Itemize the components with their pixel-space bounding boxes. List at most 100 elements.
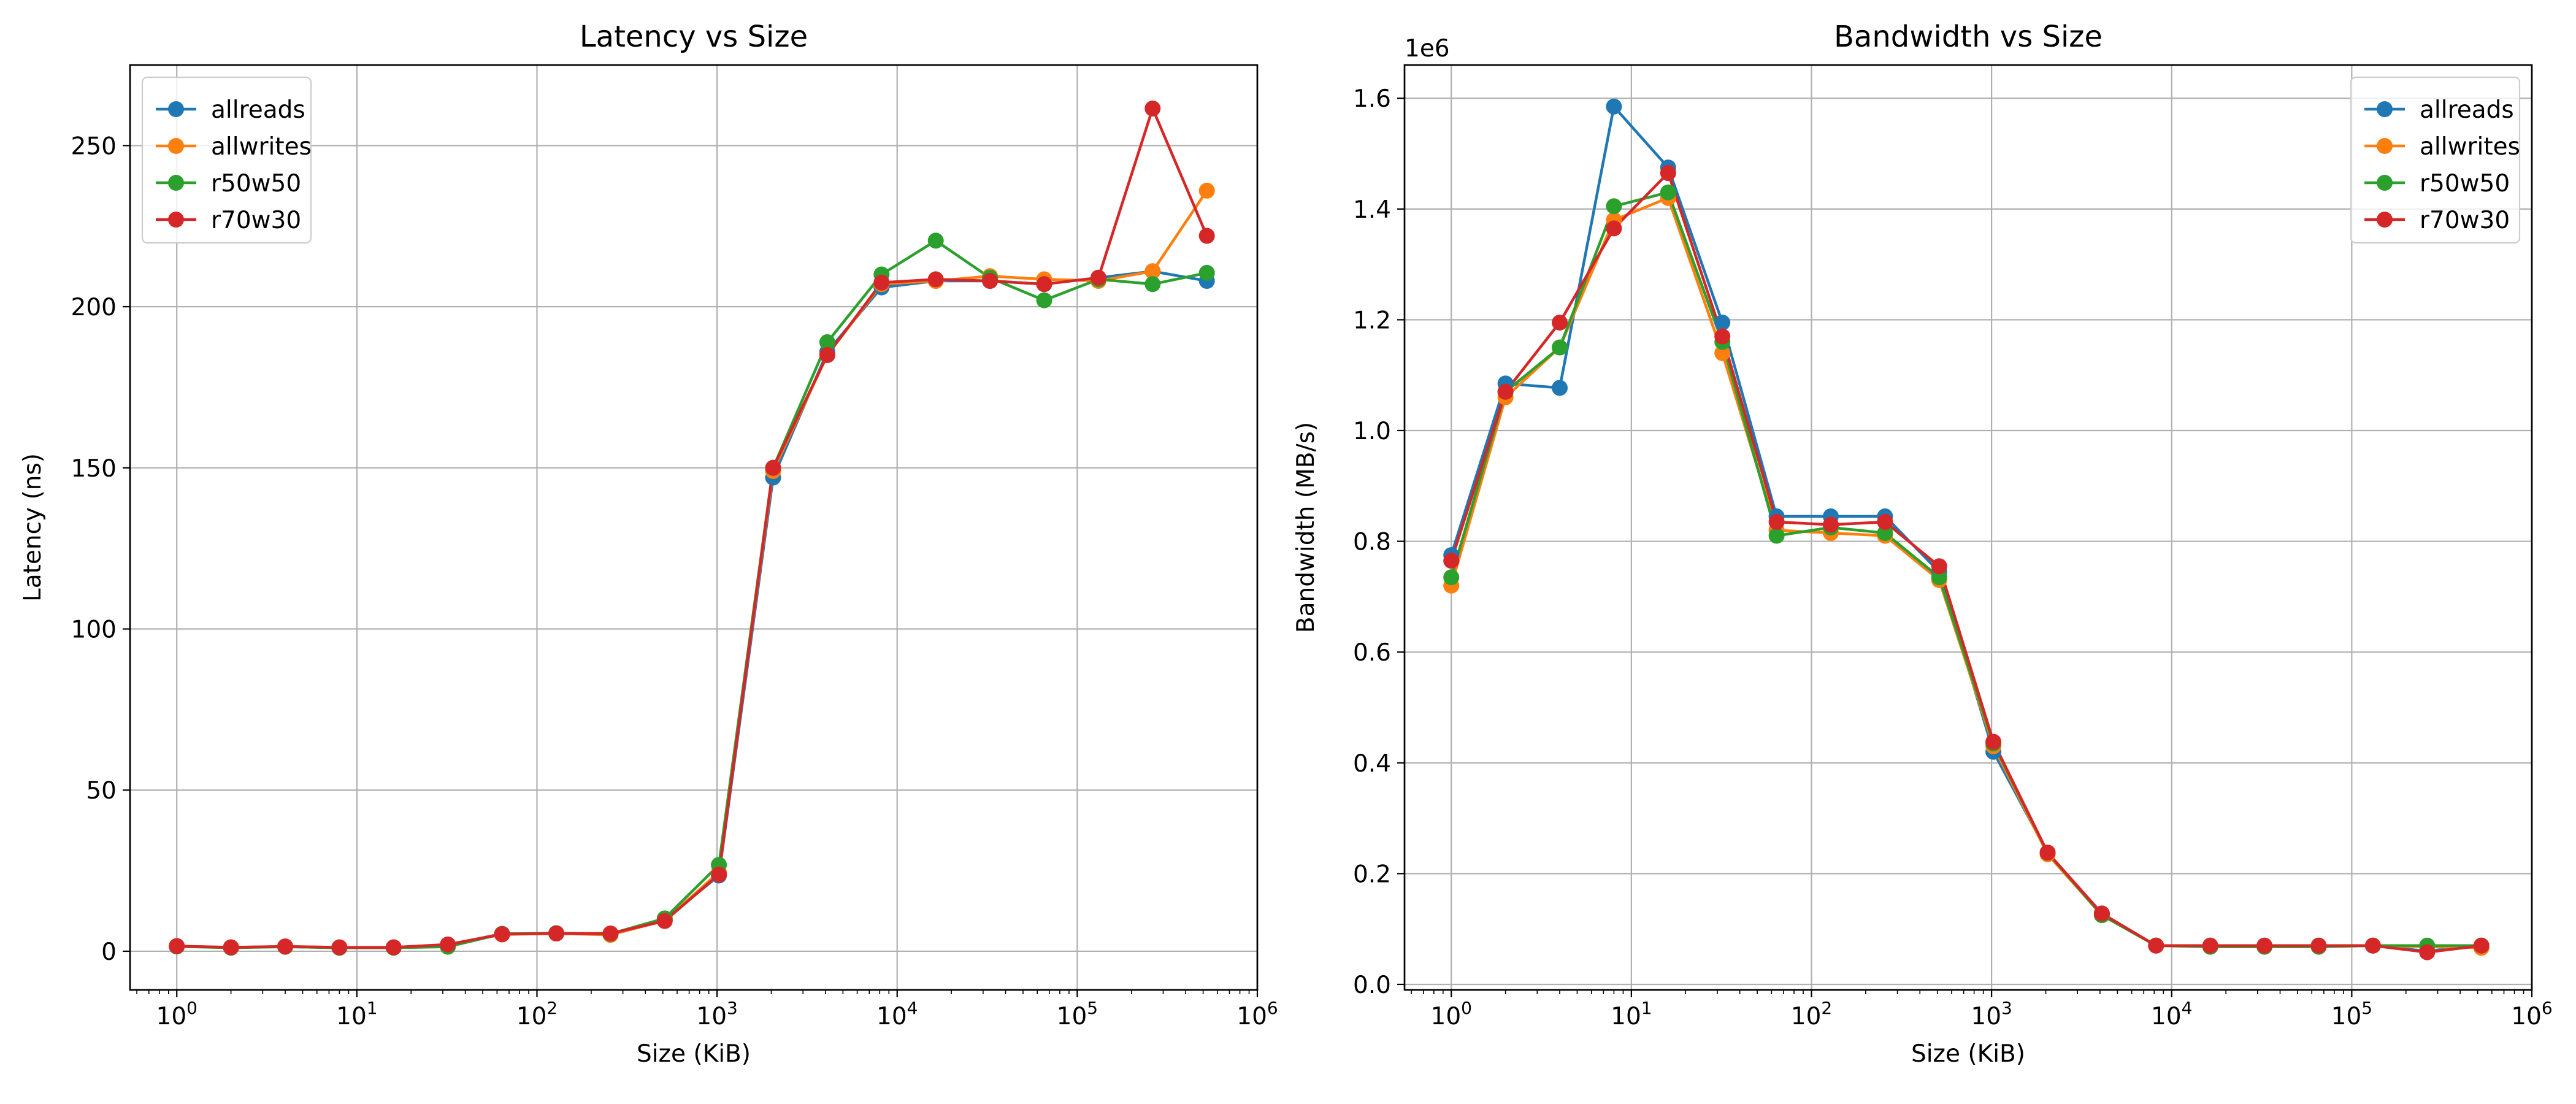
data-point-r70w30 [819, 347, 835, 363]
y-tick-label: 0.0 [1353, 972, 1391, 999]
data-point-r70w30 [1144, 100, 1161, 117]
data-point-r70w30 [1552, 314, 1568, 331]
data-point-r70w30 [1877, 514, 1893, 530]
data-point-r70w30 [873, 274, 890, 291]
data-point-r70w30 [548, 926, 564, 941]
data-point-r70w30 [1443, 553, 1460, 569]
data-point-r50w50 [1443, 569, 1460, 586]
data-point-r70w30 [1198, 228, 1215, 244]
data-point-r70w30 [982, 273, 999, 289]
bandwidth-plot-frame [1403, 64, 2533, 991]
y-tick-label: 1.0 [1353, 418, 1391, 445]
y-tick-label: 50 [86, 777, 117, 805]
legend-marker-allwrites [168, 138, 184, 154]
y-tick-label: 200 [71, 294, 117, 321]
y-tick-label: 1.2 [1353, 307, 1391, 334]
data-point-allreads [1606, 98, 1622, 115]
data-point-r70w30 [277, 938, 293, 955]
data-point-r70w30 [169, 938, 185, 954]
legend-label-r70w30: r70w30 [211, 207, 301, 234]
data-point-r70w30 [331, 939, 348, 956]
data-point-r70w30 [1768, 514, 1785, 530]
latency-series-points [169, 100, 1215, 956]
latency-grid [130, 65, 1259, 990]
latency-y-ticks: 0 50 100 150 200 250 [71, 132, 130, 966]
bandwidth-series-points [1443, 98, 2490, 960]
x-tick-label: 100 [156, 998, 197, 1030]
data-point-r70w30 [2039, 845, 2056, 861]
data-point-r50w50 [1144, 276, 1161, 293]
data-point-r70w30 [927, 271, 944, 288]
latency-series-lines [177, 107, 1208, 949]
y-tick-label: 150 [71, 455, 117, 483]
data-point-r50w50 [1198, 264, 1215, 281]
data-point-allwrites [1144, 263, 1161, 280]
series-line-r70w30 [1450, 171, 2482, 954]
data-point-r50w50 [1606, 198, 1622, 215]
data-point-r70w30 [440, 936, 456, 953]
latency-x-axis-label: Size (KiB) [637, 1040, 751, 1068]
data-point-r70w30 [1823, 516, 1839, 533]
bandwidth-chart-title: Bandwidth vs Size [1834, 20, 2103, 54]
data-point-r70w30 [2310, 937, 2327, 954]
data-point-r50w50 [927, 232, 944, 249]
y-tick-label: 0.2 [1353, 861, 1391, 888]
data-point-r50w50 [819, 334, 835, 350]
data-point-r70w30 [711, 866, 727, 883]
y-tick-label: 1.6 [1353, 85, 1391, 113]
latency-x-ticks: 100 101 102 103 104 105 106 [136, 990, 1278, 1030]
data-point-r70w30 [1606, 220, 1622, 237]
data-point-r70w30 [2364, 937, 2381, 954]
legend-box [141, 76, 312, 244]
data-point-r70w30 [1497, 383, 1514, 400]
legend-label-r50w50: r50w50 [2420, 170, 2510, 197]
bandwidth-chart: 100 101 102 103 104 105 106 0.00.20.40.60.81.0… [1292, 20, 2553, 1068]
y-tick-label: 1.4 [1353, 196, 1391, 224]
data-point-r50w50 [1931, 569, 1947, 586]
data-point-r70w30 [2473, 937, 2490, 954]
latency-chart-title: Latency vs Size [580, 20, 808, 54]
legend-marker-allreads [2377, 101, 2393, 117]
data-point-allwrites [1714, 345, 1731, 361]
bandwidth-grid [1405, 65, 2533, 990]
data-point-r70w30 [2256, 937, 2273, 954]
data-point-r50w50 [1036, 292, 1052, 309]
data-point-r70w30 [2202, 937, 2218, 954]
y-tick-label: 100 [71, 616, 117, 644]
data-point-allreads [1714, 314, 1731, 331]
y-tick-label: 250 [71, 132, 117, 160]
series-line-r70w30 [177, 107, 1208, 949]
latency-plot-frame [129, 64, 1259, 991]
data-point-r70w30 [2148, 937, 2164, 954]
bandwidth-y-offset-label: 1e6 [1405, 35, 1450, 63]
x-tick-label: 103 [696, 998, 737, 1030]
legend-marker-allreads [168, 101, 184, 117]
legend-label-r50w50: r50w50 [211, 170, 301, 197]
y-tick-label: 0.6 [1353, 639, 1391, 667]
data-point-r50w50 [1877, 525, 1893, 541]
legend-label-allreads: allreads [211, 96, 305, 124]
data-point-r70w30 [1714, 328, 1731, 345]
data-point-r70w30 [602, 926, 619, 941]
legend-label-allwrites: allwrites [211, 133, 312, 161]
bandwidth-x-axis-label: Size (KiB) [1911, 1040, 2025, 1068]
data-point-r50w50 [1552, 339, 1568, 356]
x-tick-label: 101 [336, 998, 377, 1030]
data-point-r70w30 [1985, 734, 2002, 750]
y-tick-label: 0 [101, 938, 117, 966]
data-point-allwrites [1198, 182, 1215, 199]
data-point-r70w30 [656, 913, 673, 929]
legend-label-r70w30: r70w30 [2420, 207, 2510, 234]
data-point-r70w30 [1036, 276, 1052, 293]
data-point-r70w30 [2419, 944, 2436, 960]
x-tick-label: 101 [1611, 998, 1652, 1030]
data-point-r70w30 [494, 926, 510, 943]
x-tick-label: 106 [2511, 998, 2552, 1030]
latency-legend: allreads allwrites r50w50 r70w30 [141, 76, 312, 244]
y-tick-label: 0.4 [1353, 750, 1391, 778]
legend-label-allwrites: allwrites [2420, 133, 2520, 161]
data-point-allreads [1552, 380, 1568, 396]
bandwidth-y-ticks: 0.0 0.2 0.4 0.6 0.8 1.0 1.2 1.4 1.6 [1353, 85, 1405, 999]
